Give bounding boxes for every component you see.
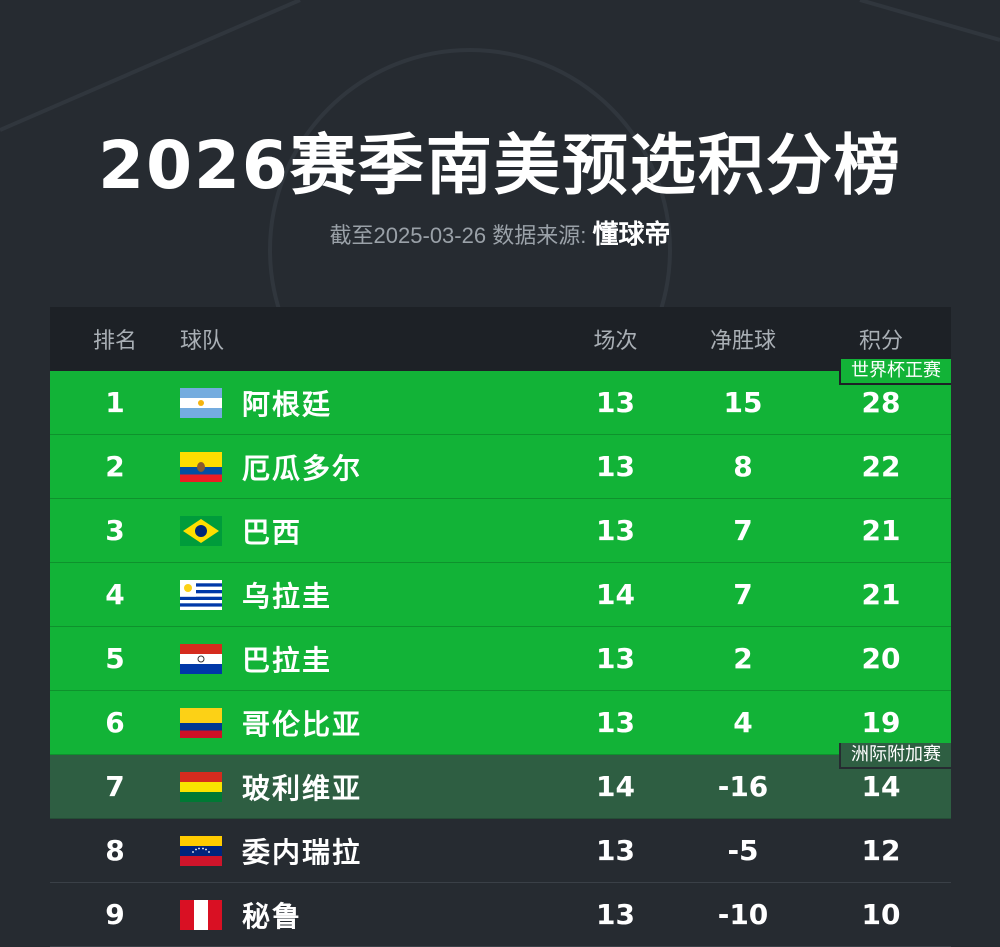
rank-cell: 3 — [105, 514, 125, 547]
team-name: 乌拉圭 — [242, 579, 333, 613]
team-name: 委内瑞拉 — [242, 835, 363, 869]
table-header: 排名 球队 场次 净胜球 积分 — [50, 307, 951, 371]
gd-cell: 15 — [723, 386, 763, 419]
team-name: 厄瓜多尔 — [242, 451, 363, 485]
points-cell: 14 — [861, 770, 901, 803]
brazil-flag-icon — [180, 515, 222, 546]
played-cell: 13 — [596, 706, 635, 739]
page-title: 2026赛季南美预选积分榜 — [98, 127, 902, 204]
points-cell: 19 — [861, 706, 901, 739]
bolivia-flag-icon — [180, 771, 222, 802]
rank-cell: 1 — [105, 386, 125, 419]
header-gd: 净胜球 — [709, 329, 776, 354]
header-played: 场次 — [593, 329, 638, 354]
points-cell: 12 — [861, 834, 901, 867]
played-cell: 13 — [596, 834, 635, 867]
played-cell: 14 — [596, 578, 635, 611]
team-name: 秘鲁 — [242, 899, 303, 933]
table-row: 3 巴西 13 7 21 — [50, 499, 951, 563]
argentina-flag-icon — [180, 387, 222, 418]
qualify-tag: 世界杯正赛 — [839, 359, 951, 385]
gd-cell: -10 — [717, 898, 769, 931]
peru-flag-icon — [180, 899, 222, 930]
team-cell: 阿根廷 — [180, 383, 564, 423]
points-cell: 28 — [861, 386, 901, 419]
table-row: 9 秘鲁 13 -10 10 — [50, 883, 951, 947]
gd-cell: 4 — [733, 706, 753, 739]
points-cell: 20 — [861, 642, 901, 675]
played-cell: 13 — [596, 898, 635, 931]
rank-cell: 7 — [105, 770, 125, 803]
gd-cell: 7 — [733, 514, 753, 547]
page-subtitle: 截至2025-03-26 数据来源: 懂球帝 — [0, 214, 1000, 251]
team-cell: 哥伦比亚 — [180, 703, 564, 743]
team-cell: 巴拉圭 — [180, 639, 564, 679]
rank-cell: 4 — [105, 578, 125, 611]
team-name: 巴拉圭 — [242, 643, 333, 677]
points-cell: 22 — [861, 450, 901, 483]
played-cell: 13 — [596, 386, 635, 419]
points-cell: 21 — [861, 514, 901, 547]
gd-cell: 7 — [733, 578, 753, 611]
team-cell: 巴西 — [180, 511, 564, 551]
team-cell: 秘鲁 — [180, 895, 564, 935]
played-cell: 13 — [596, 514, 635, 547]
rank-cell: 6 — [105, 706, 125, 739]
team-cell: 乌拉圭 — [180, 575, 564, 615]
rank-cell: 5 — [105, 642, 125, 675]
paraguay-flag-icon — [180, 643, 222, 674]
table-row: 7 玻利维亚 14 -16 14 洲际附加赛 — [50, 743, 951, 819]
table-row: 4 乌拉圭 14 7 21 — [50, 563, 951, 627]
rank-cell: 8 — [105, 834, 125, 867]
table-row: 6 哥伦比亚 13 4 19 — [50, 691, 951, 755]
table-row: 5 巴拉圭 13 2 20 — [50, 627, 951, 691]
team-cell: 玻利维亚 — [180, 767, 564, 807]
table-row: 1 阿根廷 13 15 28 世界杯正赛 — [50, 359, 951, 435]
rank-cell: 9 — [105, 898, 125, 931]
played-cell: 13 — [596, 450, 635, 483]
venezuela-flag-icon — [180, 835, 222, 866]
rank-cell: 2 — [105, 450, 125, 483]
source-brand: 懂球帝 — [592, 219, 671, 249]
team-cell: 厄瓜多尔 — [180, 447, 564, 487]
table-row: 8 委内瑞拉 13 -5 12 — [50, 819, 951, 883]
played-cell: 13 — [596, 642, 635, 675]
team-name: 哥伦比亚 — [242, 707, 363, 741]
colombia-flag-icon — [180, 707, 222, 738]
points-cell: 10 — [861, 898, 901, 931]
playoff-tag: 洲际附加赛 — [839, 743, 951, 769]
ecuador-flag-icon — [180, 451, 222, 482]
team-name: 阿根廷 — [242, 387, 333, 421]
team-cell: 委内瑞拉 — [180, 831, 564, 871]
team-name: 巴西 — [242, 515, 303, 549]
points-cell: 21 — [861, 578, 901, 611]
gd-cell: 2 — [733, 642, 753, 675]
gd-cell: 8 — [733, 450, 753, 483]
standings-table: 排名 球队 场次 净胜球 积分 1 阿根廷 13 15 28 世界杯正赛 2 厄 — [50, 307, 951, 947]
gd-cell: -16 — [717, 770, 769, 803]
played-cell: 14 — [596, 770, 635, 803]
subtitle-text: 截至2025-03-26 数据来源: — [329, 223, 587, 248]
team-name: 玻利维亚 — [242, 771, 363, 805]
header-points: 积分 — [858, 329, 903, 354]
gd-cell: -5 — [727, 834, 759, 867]
uruguay-flag-icon — [180, 579, 222, 610]
table-row: 2 厄瓜多尔 13 8 22 — [50, 435, 951, 499]
header-team: 球队 — [180, 329, 225, 354]
header-rank: 排名 — [92, 329, 137, 354]
